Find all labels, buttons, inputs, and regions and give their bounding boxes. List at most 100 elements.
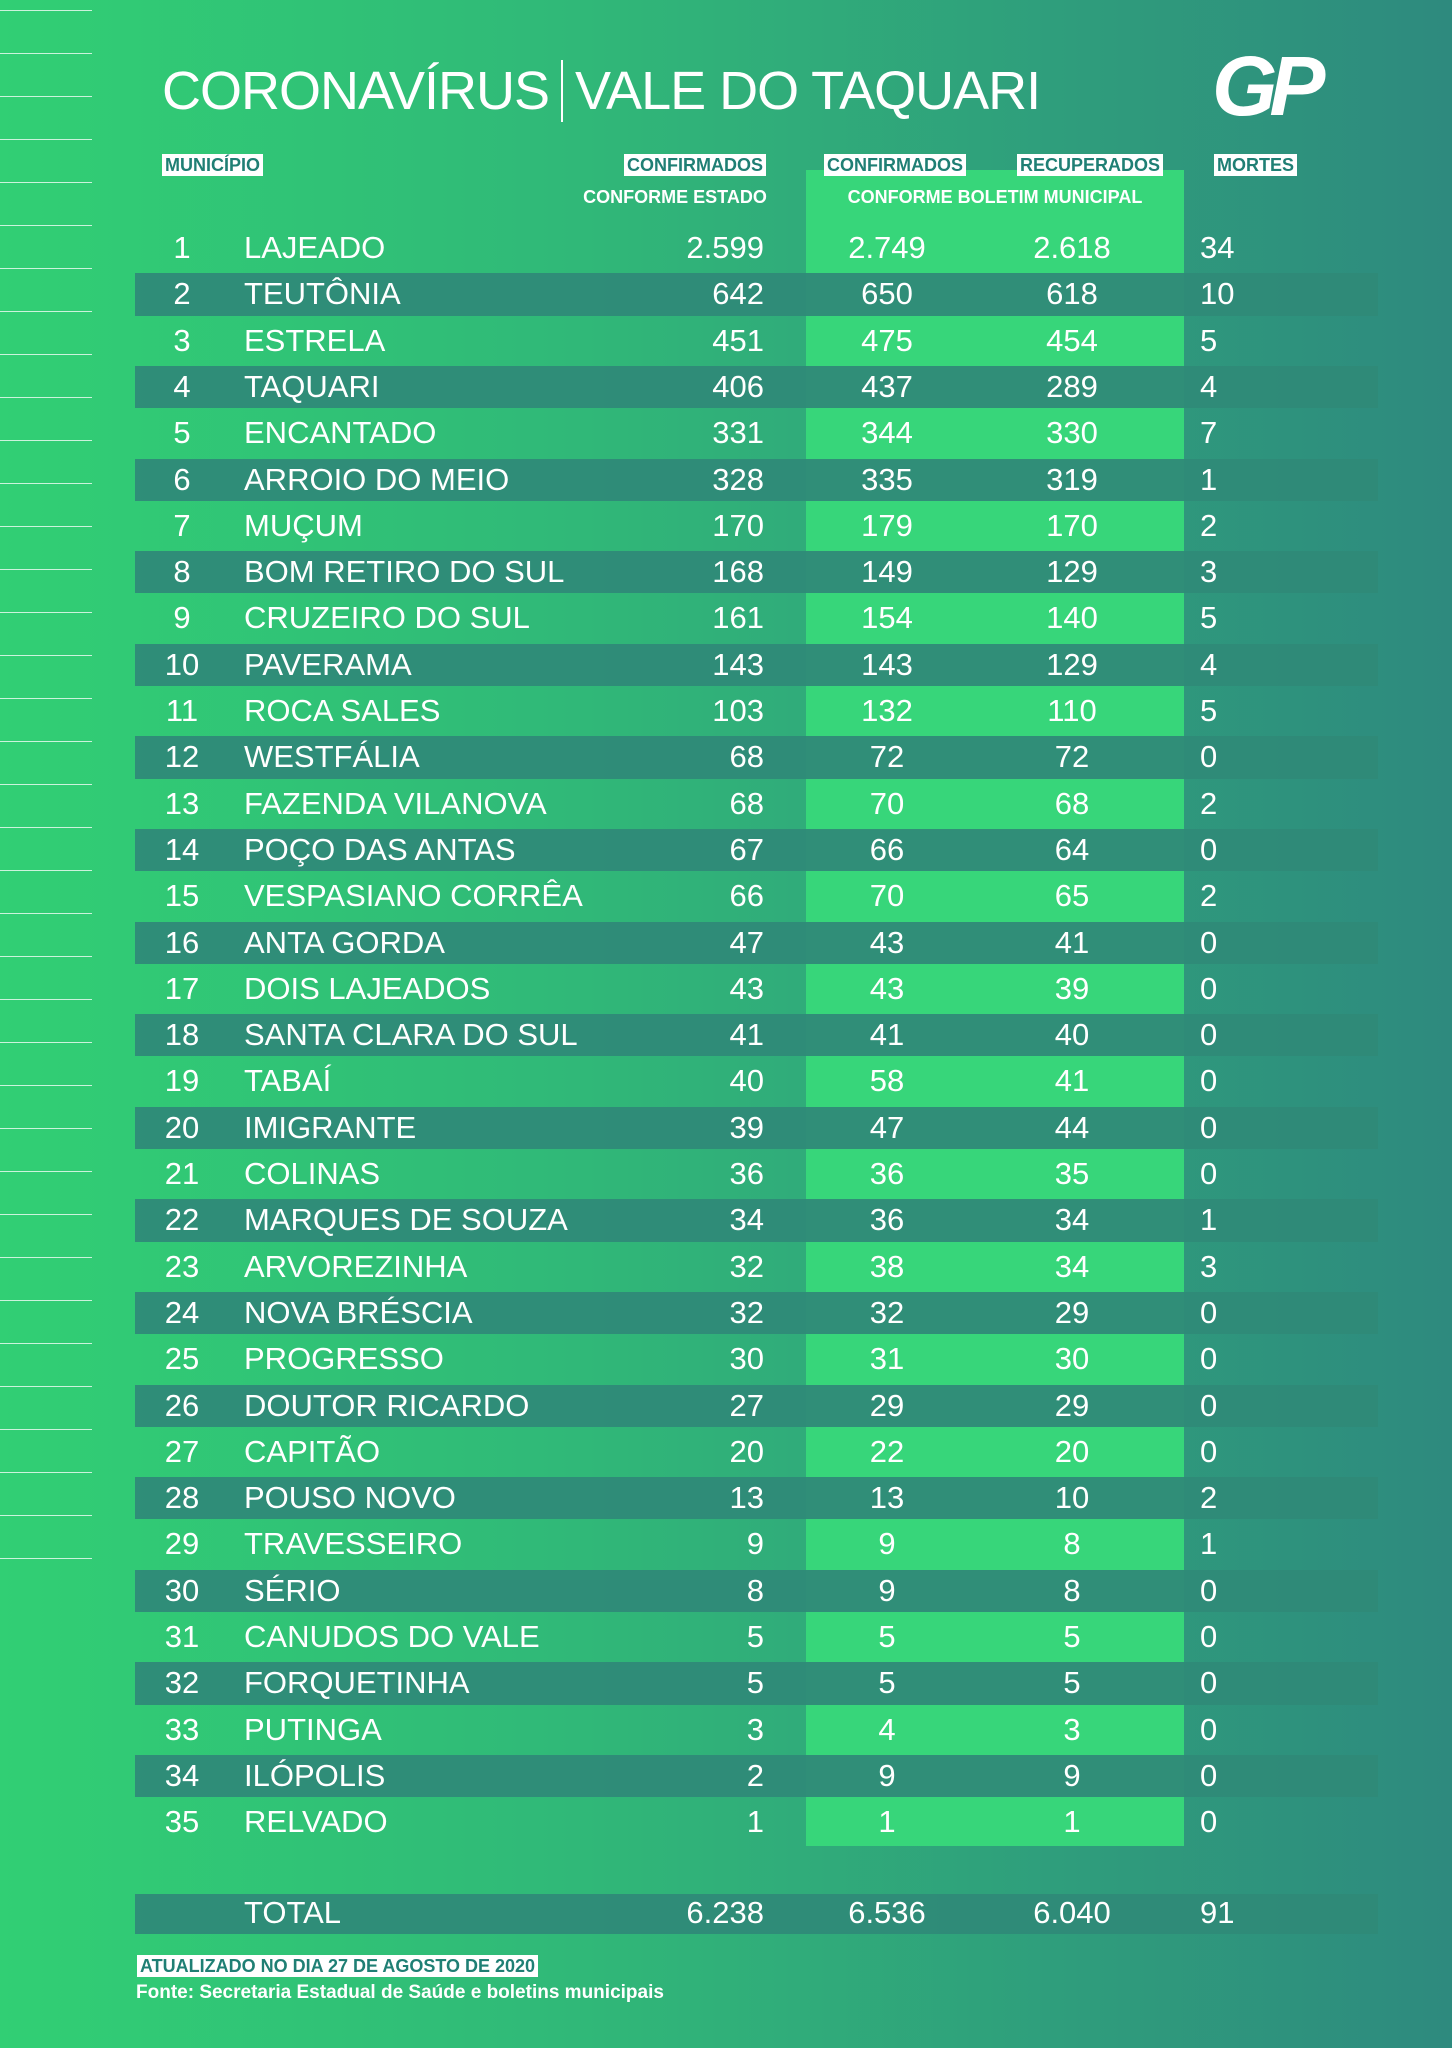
confirmados-municipal-cell: 31: [869, 1341, 905, 1377]
header-confirmados-municipal: CONFIRMADOS: [824, 154, 966, 176]
confirmados-estado-cell: 30: [729, 1341, 764, 1377]
confirmados-municipal-cell: 58: [869, 1063, 905, 1099]
edge-tick: [0, 870, 92, 871]
confirmados-estado-cell: 39: [729, 1109, 764, 1145]
municipio-cell: DOIS LAJEADOS: [244, 970, 491, 1006]
municipio-cell: VESPASIANO CORRÊA: [244, 878, 583, 914]
edge-tick: [0, 1042, 92, 1043]
confirmados-estado-cell: 66: [729, 878, 764, 914]
recuperados-cell: 35: [1054, 1156, 1090, 1191]
confirmados-municipal-cell: 36: [869, 1156, 905, 1191]
header-mortes: MORTES: [1214, 154, 1298, 176]
confirmados-estado-cell: 9: [746, 1526, 764, 1562]
rank-cell: 15: [164, 878, 200, 914]
confirmados-municipal-cell: 335: [861, 461, 913, 497]
municipio-cell: ROCA SALES: [244, 693, 441, 728]
edge-tick: [0, 999, 92, 1000]
mortes-cell: 2: [1200, 507, 1218, 543]
mortes-cell: 0: [1200, 1433, 1218, 1469]
row-stripe: [135, 1477, 1378, 1520]
confirmados-estado-cell: 32: [729, 1294, 764, 1330]
confirmados-estado-cell: 1: [746, 1804, 764, 1840]
confirmados-estado-cell: 41: [729, 1017, 764, 1053]
row-stripe: [135, 1199, 1378, 1242]
header-confirmados-estado: CONFIRMADOS: [624, 154, 766, 176]
municipio-cell: RELVADO: [244, 1804, 388, 1840]
municipio-cell: CAPITÃO: [244, 1433, 381, 1469]
confirmados-municipal-cell: 36: [869, 1202, 905, 1238]
confirmados-estado-cell: 451: [712, 322, 764, 358]
municipio-cell: ANTA GORDA: [244, 924, 445, 960]
edge-tick: [0, 1214, 92, 1215]
municipio-cell: POÇO DAS ANTAS: [244, 831, 516, 867]
rank-cell: 32: [164, 1665, 200, 1701]
logo: GP: [1212, 39, 1325, 133]
row-stripe: [135, 736, 1378, 779]
recuperados-cell: 29: [1054, 1294, 1090, 1330]
row-stripe: [135, 273, 1378, 316]
confirmados-estado-cell: 642: [712, 276, 764, 312]
edge-tick: [0, 354, 92, 355]
mortes-cell: 0: [1200, 1711, 1218, 1747]
recuperados-cell: 9: [1063, 1757, 1081, 1793]
confirmados-estado-cell: 13: [729, 1480, 764, 1516]
mortes-cell: 0: [1200, 1757, 1218, 1793]
row-stripe: [135, 643, 1378, 686]
confirmados-municipal-cell: 154: [861, 600, 913, 636]
mortes-cell: 0: [1200, 1294, 1218, 1330]
municipio-cell: NOVA BRÉSCIA: [244, 1294, 473, 1330]
recuperados-cell: 129: [1046, 554, 1098, 590]
recuperados-cell: 8: [1063, 1526, 1081, 1562]
title-separator: [561, 60, 564, 122]
confirmados-estado-cell: 34: [729, 1202, 764, 1238]
mortes-cell: 0: [1200, 1665, 1218, 1701]
mortes-cell: 34: [1200, 230, 1235, 265]
confirmados-municipal-cell: 437: [861, 368, 913, 404]
confirmados-estado-cell: 406: [712, 368, 764, 404]
confirmados-estado-cell: 68: [729, 785, 764, 821]
confirmados-municipal-cell: 143: [861, 646, 913, 682]
confirmados-municipal-cell: 32: [869, 1294, 905, 1330]
rank-cell: 26: [164, 1387, 200, 1423]
mortes-total: 91: [1200, 1895, 1235, 1930]
confirmados-municipal-cell: 66: [869, 831, 905, 867]
confirmados-municipal-cell: 22: [869, 1433, 905, 1469]
row-stripe: [135, 828, 1378, 872]
rank-cell: 25: [164, 1341, 200, 1377]
municipio-cell: POUSO NOVO: [244, 1480, 456, 1516]
edge-tick: [0, 268, 92, 269]
confirmados-estado-cell: 328: [712, 461, 764, 497]
rank-cell: 5: [173, 415, 191, 451]
confirmados-estado-cell: 20: [729, 1433, 764, 1469]
rank-cell: 13: [164, 785, 200, 821]
row-stripe: [135, 1384, 1378, 1427]
row-stripe: [135, 1754, 1378, 1798]
row-stripe: [135, 1569, 1378, 1612]
row-stripe: [135, 551, 1378, 594]
confirmados-estado-total: 6.238: [686, 1895, 764, 1930]
mortes-cell: 0: [1200, 1063, 1218, 1099]
municipio-cell: DOUTOR RICARDO: [244, 1387, 530, 1423]
confirmados-municipal-cell: 475: [861, 322, 913, 358]
rank-cell: 12: [164, 739, 200, 775]
rank-cell: 19: [164, 1063, 200, 1099]
confirmados-municipal-cell: 43: [869, 970, 905, 1006]
confirmados-municipal-cell: 9: [878, 1757, 896, 1793]
confirmados-municipal-cell: 13: [869, 1480, 905, 1516]
edge-tick: [0, 311, 92, 312]
confirmados-municipal-cell: 47: [869, 1109, 905, 1145]
rank-cell: 18: [164, 1017, 200, 1053]
recuperados-cell: 64: [1054, 831, 1090, 867]
rank-cell: 22: [164, 1202, 200, 1238]
confirmados-estado-cell: 103: [712, 693, 764, 728]
mortes-cell: 0: [1200, 739, 1218, 775]
rank-cell: 27: [164, 1433, 200, 1469]
confirmados-estado-cell: 36: [729, 1156, 764, 1191]
confirmados-municipal-cell: 41: [869, 1017, 905, 1053]
confirmados-municipal-cell: 29: [869, 1387, 905, 1423]
edge-tick: [0, 1300, 92, 1301]
rank-cell: 11: [165, 693, 199, 728]
municipio-cell: LAJEADO: [244, 230, 386, 265]
mortes-cell: 1: [1200, 1526, 1218, 1562]
mortes-cell: 0: [1200, 970, 1218, 1006]
